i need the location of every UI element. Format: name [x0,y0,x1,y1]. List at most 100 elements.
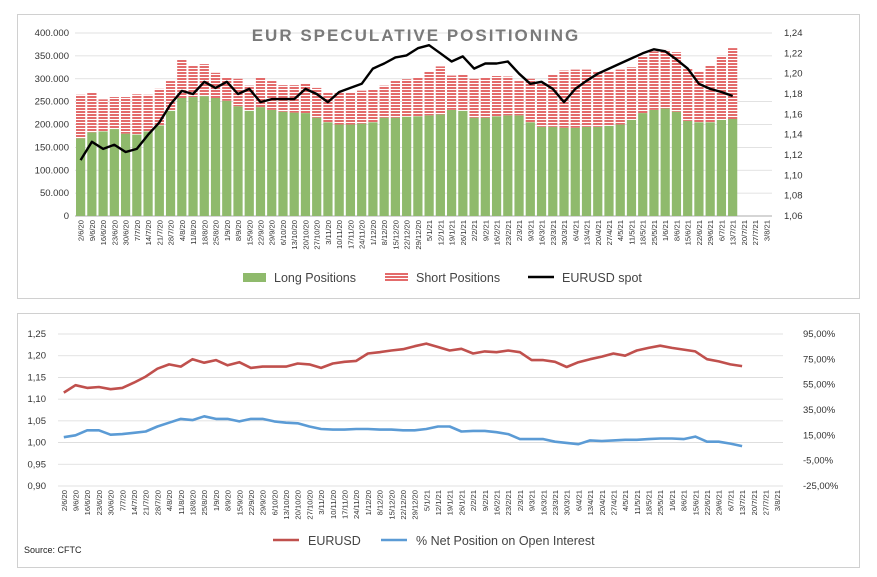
chart2-legend: EURUSD % Net Position on Open Interest [273,534,595,548]
short-position-bar [435,66,445,115]
short-position-bar [379,85,389,118]
long-position-bar [244,110,254,216]
chart1-left-tick: 50.000 [40,188,69,199]
eurusd-spot-line [79,44,734,161]
chart2-x-tick: 30/3/21 [563,490,572,515]
short-position-bar [694,71,704,123]
short-position-bar [334,92,344,125]
chart1-x-tick: 29/9/20 [268,220,277,245]
long-position-bar [626,119,637,216]
short-position-bar [593,71,603,127]
chart2-x-tick: 22/6/21 [703,490,712,515]
chart1-x-tick: 13/4/21 [583,220,592,245]
chart2-x-tick: 13/7/21 [738,490,747,515]
chart2-x-tick: 21/7/20 [142,490,151,515]
short-position-bar [413,77,423,117]
long-position-bar [458,110,468,216]
legend-net-label: % Net Position on Open Interest [416,534,595,548]
chart2-left-tick: 1,25 [28,329,47,340]
speculative-positioning-chart-panel: 0 50.000 100.000 150.000 200.000 250.000 300.0… [17,14,860,299]
long-position-bar [660,108,670,216]
long-position-bar [593,126,603,216]
chart2-right-tick: 75,00% [803,354,836,365]
chart1-title: EUR SPECULATIVE POSITIONING [252,26,581,45]
short-position-bar [199,64,209,97]
long-position-bar [210,97,221,216]
long-position-bar [334,124,344,216]
chart2-x-tick: 1/6/21 [668,490,677,511]
short-position-bar [683,68,693,121]
short-position-bar [357,90,367,124]
short-position-bar [267,81,277,110]
chart1-x-tick: 22/12/20 [403,220,412,250]
chart2-x-tick: 30/6/20 [107,490,116,515]
long-position-bar [446,109,457,216]
chart2-x-tick: 10/11/20 [329,490,338,519]
chart2-x-tick: 19/1/21 [446,490,455,515]
chart1-x-tick: 4/8/20 [178,220,187,241]
chart2-left-tick: 0,95 [28,459,47,470]
long-position-bar [413,116,423,216]
chart1-right-tick: 1,08 [784,191,803,202]
chart1-x-tick: 14/7/20 [144,220,153,245]
long-position-bar [188,97,198,216]
chart1-x-tick: 19/1/21 [448,220,457,245]
chart1-x-tick: 9/3/21 [526,220,535,241]
chart1-x-tick: 16/6/20 [99,220,108,245]
chart1-x-tick: 2/2/21 [470,220,479,241]
long-position-bar [390,117,401,216]
chart1-x-tick: 20/10/20 [301,220,310,250]
chart2-x-tick: 18/8/20 [188,490,197,515]
chart2-x-tick: 15/9/20 [235,490,244,515]
eurusd-line [63,342,743,394]
short-position-bar [604,71,614,126]
long-position-bar [312,117,322,216]
chart1-x-tick: 30/3/21 [560,220,569,245]
short-position-bar [705,65,715,123]
legend-long-swatch [243,273,266,282]
chart1-x-tick: 1/12/20 [369,220,378,245]
chart1-x-tick: 25/8/20 [212,220,221,245]
chart2-x-tick: 9/3/21 [528,490,537,511]
short-position-bar [402,79,412,117]
chart1-right-tick: 1,06 [784,211,803,222]
chart1-x-tick: 23/3/21 [549,220,558,245]
chart1-x-tick: 8/9/20 [234,220,243,241]
long-position-bar [694,122,704,216]
long-position-bar [368,122,378,216]
chart1-x-tick: 27/7/21 [751,220,760,245]
chart2-x-tick: 12/1/21 [434,490,443,515]
short-position-bar [143,94,153,132]
long-position-bar [87,132,97,216]
chart1-x-tick: 2/3/21 [515,220,524,241]
chart2-left-tick: 1,15 [28,372,47,383]
chart2-x-tick: 2/2/21 [469,490,478,511]
long-position-bar [199,96,209,216]
chart1-right-tick: 1,22 [784,48,803,59]
chart2-x-tick: 13/10/20 [282,490,291,520]
chart2-x-tick: 22/12/20 [399,490,408,520]
long-position-bar [570,127,580,216]
chart1-x-tick: 29/12/20 [414,220,423,250]
chart2-right-tick: -25,00% [803,481,839,492]
long-position-bar [469,117,479,216]
chart1-x-tick: 17/11/20 [346,220,355,249]
long-position-bar [649,109,659,216]
short-position-bar [390,81,401,118]
short-position-bar [244,85,254,111]
chart2-grid [58,333,783,487]
chart2-x-tick: 11/5/21 [633,490,642,515]
chart2-x-tick: 23/6/20 [95,490,104,515]
short-position-bar [109,97,119,130]
chart1-right-tick: 1,12 [784,150,803,161]
chart2-x-tick: 27/7/21 [761,490,770,515]
legend-long-label: Long Positions [274,271,356,285]
long-position-bar [581,126,592,216]
chart2-x-tick: 8/6/21 [680,490,689,511]
short-position-bar [98,99,108,132]
chart2-x-tick: 28/7/20 [153,490,162,515]
chart1-x-tick: 23/2/21 [504,220,513,245]
long-position-bar [638,113,648,216]
chart2-x-tick: 13/4/21 [586,490,595,515]
chart2-right-tick: 15,00% [803,430,836,441]
